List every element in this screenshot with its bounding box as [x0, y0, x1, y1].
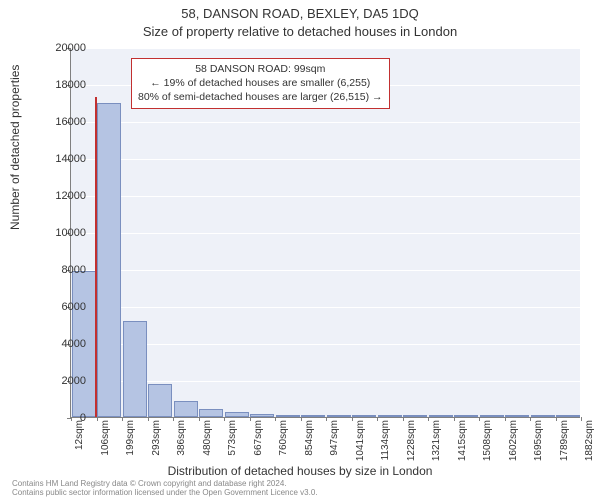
x-tick-label: 1789sqm	[559, 420, 570, 461]
x-tick-label: 293sqm	[151, 420, 162, 456]
x-tick-mark	[97, 417, 98, 421]
histogram-bar	[276, 415, 300, 417]
gridline	[71, 159, 580, 160]
y-tick-label: 2000	[36, 375, 86, 387]
gridline	[71, 196, 580, 197]
histogram-bar	[250, 414, 274, 417]
histogram-bar	[454, 415, 478, 417]
annotation-box: 58 DANSON ROAD: 99sqm← 19% of detached h…	[131, 58, 390, 109]
x-tick-mark	[326, 417, 327, 421]
x-axis-label: Distribution of detached houses by size …	[0, 464, 600, 478]
property-marker-line	[95, 97, 97, 417]
x-tick-label: 1228sqm	[406, 420, 417, 461]
x-tick-label: 1695sqm	[533, 420, 544, 461]
gridline	[71, 122, 580, 123]
x-tick-mark	[530, 417, 531, 421]
histogram-bar	[327, 415, 351, 417]
x-tick-mark	[122, 417, 123, 421]
x-tick-label: 573sqm	[227, 420, 238, 456]
y-tick-label: 18000	[36, 79, 86, 91]
histogram-bar	[148, 384, 172, 417]
y-tick-label: 10000	[36, 227, 86, 239]
histogram-bar	[429, 415, 453, 417]
x-tick-label: 1415sqm	[457, 420, 468, 461]
annotation-line3: 80% of semi-detached houses are larger (…	[138, 90, 383, 104]
x-tick-label: 1134sqm	[380, 420, 391, 460]
gridline	[71, 307, 580, 308]
x-tick-label: 106sqm	[100, 420, 111, 456]
y-tick-label: 16000	[36, 116, 86, 128]
x-tick-mark	[556, 417, 557, 421]
x-tick-mark	[428, 417, 429, 421]
histogram-bar	[531, 415, 555, 417]
x-tick-mark	[377, 417, 378, 421]
x-tick-mark	[352, 417, 353, 421]
histogram-bar	[505, 415, 529, 417]
histogram-bar	[199, 409, 223, 417]
x-tick-mark	[479, 417, 480, 421]
x-tick-label: 667sqm	[253, 420, 264, 456]
y-tick-label: 6000	[36, 301, 86, 313]
y-tick-label: 4000	[36, 338, 86, 350]
y-tick-label: 12000	[36, 190, 86, 202]
histogram-bar	[403, 415, 427, 417]
annotation-line2: ← 19% of detached houses are smaller (6,…	[138, 76, 383, 90]
x-tick-mark	[224, 417, 225, 421]
chart-title-sub: Size of property relative to detached ho…	[0, 24, 600, 39]
footer-attribution: Contains HM Land Registry data © Crown c…	[12, 479, 318, 498]
gridline	[71, 48, 580, 49]
x-tick-label: 12sqm	[74, 420, 85, 450]
y-tick-label: 20000	[36, 42, 86, 54]
plot-area: 58 DANSON ROAD: 99sqm← 19% of detached h…	[70, 48, 580, 418]
x-tick-label: 1321sqm	[431, 420, 442, 461]
x-tick-mark	[148, 417, 149, 421]
x-tick-mark	[505, 417, 506, 421]
chart-container: 58, DANSON ROAD, BEXLEY, DA5 1DQ Size of…	[0, 0, 600, 500]
x-tick-mark	[403, 417, 404, 421]
gridline	[71, 344, 580, 345]
histogram-bar	[352, 415, 376, 417]
histogram-bar	[97, 103, 121, 418]
x-tick-label: 1041sqm	[355, 420, 366, 461]
x-tick-mark	[199, 417, 200, 421]
x-tick-label: 760sqm	[278, 420, 289, 456]
y-tick-label: 8000	[36, 264, 86, 276]
histogram-bar	[123, 321, 147, 417]
gridline	[71, 381, 580, 382]
x-tick-mark	[581, 417, 582, 421]
x-tick-label: 199sqm	[125, 420, 136, 456]
x-tick-mark	[301, 417, 302, 421]
histogram-bar	[225, 412, 249, 417]
x-tick-mark	[173, 417, 174, 421]
x-tick-label: 854sqm	[304, 420, 315, 456]
chart-title-main: 58, DANSON ROAD, BEXLEY, DA5 1DQ	[0, 6, 600, 21]
x-tick-label: 480sqm	[202, 420, 213, 456]
gridline	[71, 270, 580, 271]
x-tick-label: 1882sqm	[584, 420, 595, 461]
x-tick-label: 1602sqm	[508, 420, 519, 461]
y-tick-label: 14000	[36, 153, 86, 165]
x-tick-mark	[275, 417, 276, 421]
x-tick-label: 947sqm	[329, 420, 340, 456]
x-tick-mark	[250, 417, 251, 421]
y-axis-label: Number of detached properties	[8, 65, 22, 230]
histogram-bar	[480, 415, 504, 417]
gridline	[71, 233, 580, 234]
histogram-bar	[556, 415, 580, 417]
x-tick-label: 1508sqm	[482, 420, 493, 461]
x-tick-label: 386sqm	[176, 420, 187, 456]
histogram-bar	[174, 401, 198, 417]
x-tick-mark	[454, 417, 455, 421]
footer-line2: Contains public sector information licen…	[12, 488, 318, 498]
histogram-bar	[378, 415, 402, 417]
histogram-bar	[301, 415, 325, 417]
annotation-line1: 58 DANSON ROAD: 99sqm	[138, 62, 383, 76]
footer-line1: Contains HM Land Registry data © Crown c…	[12, 479, 318, 489]
